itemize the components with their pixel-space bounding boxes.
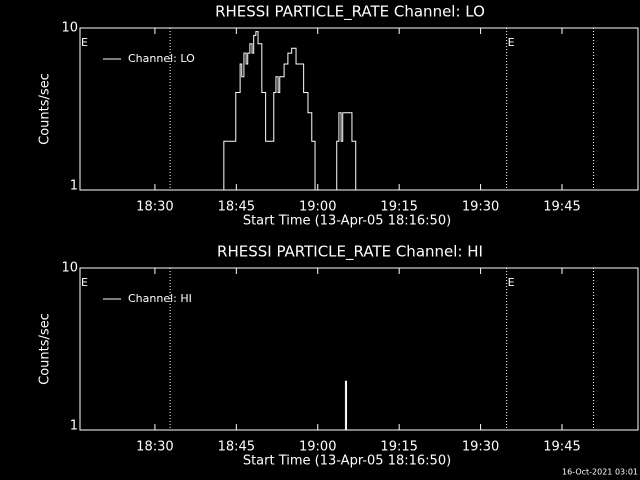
y-tick-label: 1 xyxy=(70,419,78,434)
x-tick-label: 19:30 xyxy=(462,440,499,455)
x-tick-label: 18:30 xyxy=(136,200,173,215)
x-axis-label: Start Time (13-Apr-05 18:16:50) xyxy=(243,214,451,229)
chart-title: RHESSI PARTICLE_RATE Channel: HI xyxy=(217,243,483,262)
timestamp: 16-Oct-2021 03:01 xyxy=(562,468,638,477)
legend-label: Channel: HI xyxy=(128,292,192,305)
x-tick-label: 19:45 xyxy=(543,440,580,455)
y-axis-label: Counts/sec xyxy=(38,73,53,145)
x-tick-label: 18:45 xyxy=(218,440,255,455)
event-marker: E xyxy=(508,36,515,49)
legend-label: Channel: LO xyxy=(128,52,195,65)
y-tick-label: 10 xyxy=(61,21,78,36)
event-marker: E xyxy=(508,276,515,289)
x-tick-label: 19:15 xyxy=(380,200,417,215)
x-tick-label: 19:45 xyxy=(543,200,580,215)
x-axis-label: Start Time (13-Apr-05 18:16:50) xyxy=(243,454,451,469)
y-tick-label: 10 xyxy=(61,261,78,276)
chart-title: RHESSI PARTICLE_RATE Channel: LO xyxy=(215,3,485,22)
event-marker: E xyxy=(81,36,88,49)
y-tick-label: 1 xyxy=(70,179,78,194)
x-tick-label: 19:30 xyxy=(462,200,499,215)
event-marker: E xyxy=(81,276,88,289)
y-axis-label: Counts/sec xyxy=(38,313,53,385)
data-line xyxy=(82,380,638,431)
x-tick-label: 19:00 xyxy=(299,440,336,455)
x-tick-label: 19:00 xyxy=(299,200,336,215)
x-tick-label: 18:30 xyxy=(136,440,173,455)
x-tick-label: 19:15 xyxy=(380,440,417,455)
x-tick-label: 18:45 xyxy=(218,200,255,215)
data-line xyxy=(82,31,638,191)
